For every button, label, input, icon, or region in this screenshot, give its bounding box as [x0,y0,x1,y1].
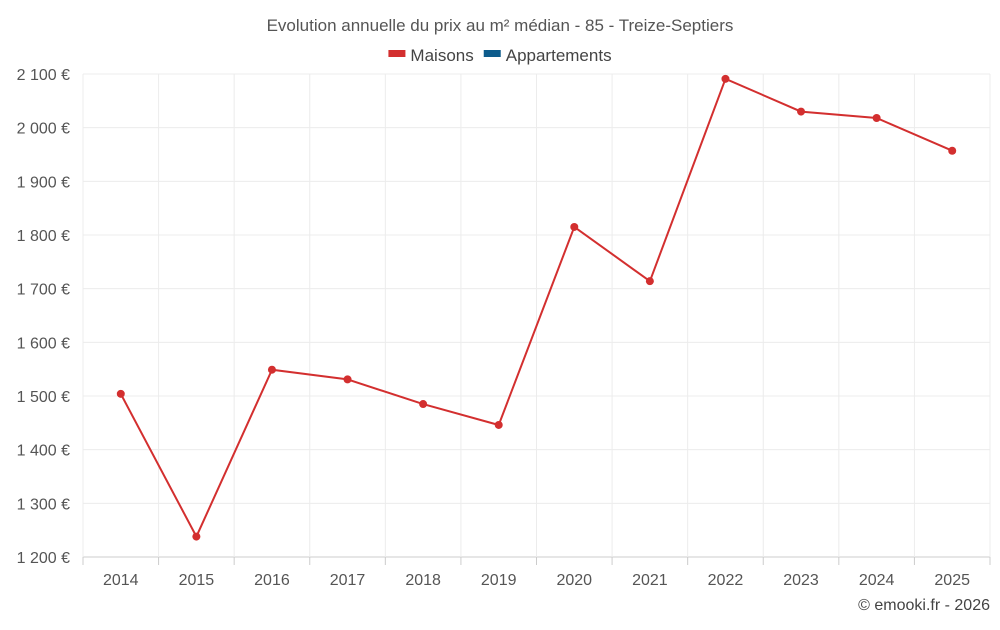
x-tick-label: 2017 [330,572,366,589]
x-tick-label: 2025 [934,572,970,589]
x-tick-label: 2014 [103,572,139,589]
chart-title: Evolution annuelle du prix au m² médian … [267,16,734,35]
data-point-maisons [494,420,503,429]
data-point-maisons [343,375,352,384]
series-layer [116,74,957,541]
data-point-maisons [797,107,806,116]
y-tick-label: 1 500 € [17,389,70,406]
y-tick-label: 1 800 € [17,228,70,245]
y-tick-label: 1 600 € [17,335,70,352]
x-tick-label: 2020 [556,572,592,589]
series-line-maisons [119,77,953,539]
y-tick-label: 2 100 € [17,67,70,84]
data-point-maisons [570,222,579,231]
data-point-maisons [192,532,201,541]
data-point-maisons [872,114,881,123]
y-axis: 1 200 € 1 300 € 1 400 € 1 500 € 1 600 € 1 700… [17,67,70,567]
x-tick-label: 2021 [632,572,668,589]
x-tick-label: 2015 [179,572,215,589]
legend-label-maisons: Maisons [410,46,473,65]
grid [82,73,991,558]
x-tick-label: 2022 [708,572,744,589]
x-tick-label: 2023 [783,572,819,589]
legend-swatch-maisons [388,50,406,57]
x-tick-label: 2018 [405,572,441,589]
y-tick-label: 1 900 € [17,174,70,191]
x-tick-label: 2016 [254,572,290,589]
y-tick-label: 1 300 € [17,496,70,513]
data-point-maisons [721,74,730,83]
legend-label-appartements: Appartements [506,46,612,65]
y-tick-label: 2 000 € [17,121,70,138]
y-tick-label: 1 200 € [17,550,70,567]
y-tick-label: 1 400 € [17,443,70,460]
data-point-maisons [116,389,125,398]
credit-text: © emooki.fr - 2026 [858,597,990,614]
data-point-maisons [419,400,428,409]
data-point-maisons [645,277,654,286]
legend: Maisons Appartements [388,46,612,65]
x-tick-label: 2019 [481,572,517,589]
y-tick-label: 1 700 € [17,282,70,299]
data-point-maisons [267,365,276,374]
legend-swatch-appartements [483,50,501,57]
x-tick-label: 2024 [859,572,895,589]
data-point-maisons [948,146,957,155]
x-axis: 2014 2015 2016 2017 2018 2019 2020 2021 2022 2023… [82,557,991,589]
